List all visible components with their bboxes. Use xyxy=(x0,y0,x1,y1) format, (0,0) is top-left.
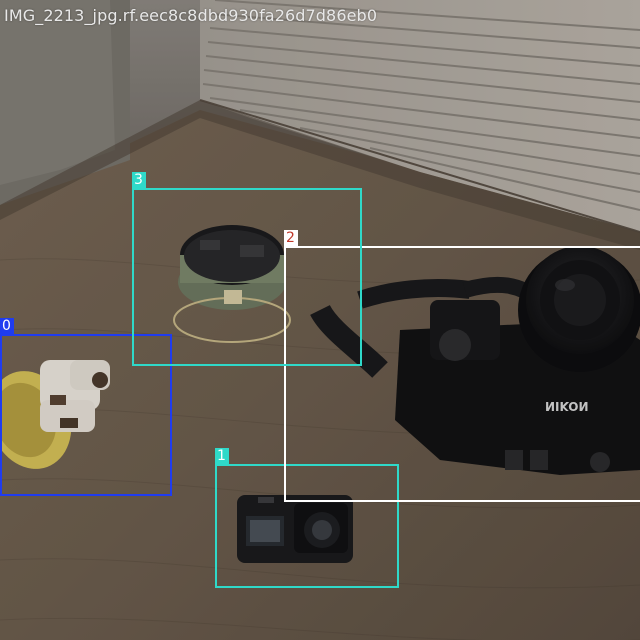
bbox-0: 0 xyxy=(0,318,172,496)
camera-brand-text: NIKON xyxy=(545,399,589,413)
dslr-camera: NIKON xyxy=(395,246,640,475)
bbox-label-1: 1 xyxy=(215,448,229,465)
bbox-1: 1 xyxy=(215,448,399,588)
action-camera xyxy=(237,495,353,563)
bbox-label-0: 0 xyxy=(0,318,14,335)
bbox-3: 3 xyxy=(132,172,362,366)
image-filename-label: IMG_2213_jpg.rf.eec8c8dbd930fa26d7d86eb0 xyxy=(4,6,378,25)
blind-slats xyxy=(202,0,640,211)
puck-device xyxy=(173,225,291,343)
bbox-label-2: 2 xyxy=(284,230,298,247)
bbox-2: 2 xyxy=(284,230,640,502)
bbox-label-3: 3 xyxy=(132,172,146,189)
lego-toy xyxy=(0,360,110,469)
